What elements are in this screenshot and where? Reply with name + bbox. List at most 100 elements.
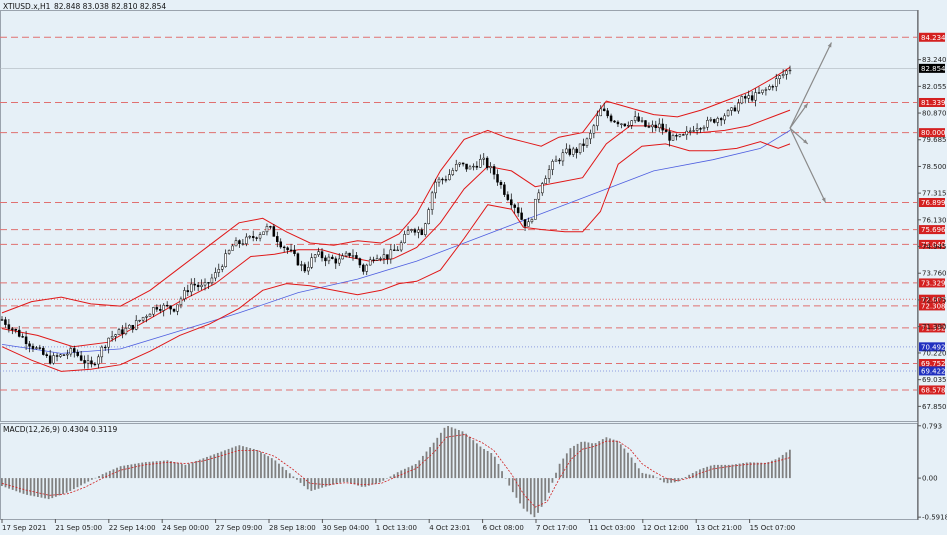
macd-histogram-bar [436, 437, 439, 479]
macd-histogram-bar [573, 445, 575, 479]
candle [245, 233, 248, 247]
candle [465, 163, 468, 172]
candle-body [461, 162, 465, 165]
candle [344, 250, 348, 258]
candle-body [0, 319, 4, 321]
candle [382, 248, 386, 265]
candle [589, 129, 592, 144]
candle-body [231, 245, 234, 251]
macd-histogram-bar [36, 478, 39, 497]
candle-body [110, 336, 114, 339]
macd-histogram-bar [504, 478, 507, 479]
macd-histogram-bar [188, 463, 190, 479]
candle-body [716, 118, 719, 123]
projection-mid-up-arrow-head [803, 103, 808, 109]
candle [7, 319, 11, 333]
level-label-text: 80.000 [921, 129, 946, 137]
candle-body [468, 166, 472, 170]
candle [337, 253, 341, 266]
macd-histogram-bar [216, 452, 219, 479]
candle-body [578, 143, 582, 153]
candle-body [214, 272, 217, 279]
macd-histogram-bar [296, 478, 298, 480]
candle-body [344, 252, 348, 257]
candle [764, 87, 768, 96]
macd-histogram-bar [364, 478, 367, 487]
macd-histogram-bar [119, 466, 122, 479]
candle [768, 84, 771, 91]
candle [781, 69, 785, 79]
candle [785, 69, 788, 80]
candle [585, 137, 589, 148]
candle-body [262, 231, 265, 235]
macd-histogram-bar [321, 478, 324, 488]
y-tick-label: 73.760 [922, 270, 947, 278]
candle [320, 248, 324, 262]
candle-body [393, 249, 396, 251]
candle-body [159, 309, 162, 311]
candle [420, 227, 424, 236]
candle [609, 113, 613, 123]
macd-histogram-bar [40, 478, 43, 498]
candle [654, 120, 658, 132]
candle-body [554, 159, 558, 162]
macd-histogram-bar [551, 478, 554, 483]
macd-histogram-bar [652, 475, 655, 479]
candle-body [417, 229, 420, 233]
level-label-9: 71.332 [919, 323, 946, 333]
macd-histogram-bar [252, 448, 255, 479]
candle-body [114, 334, 117, 337]
ohlc-quote: 82.848 83.038 82.810 82.854 [54, 2, 166, 11]
candle [740, 95, 744, 105]
candle-body [764, 89, 768, 91]
macd-histogram-bar [83, 478, 86, 484]
candle [42, 346, 45, 356]
candle [172, 308, 176, 313]
macd-histogram-bar [22, 478, 25, 494]
level-label-8: 72.308 [919, 301, 946, 311]
macd-histogram-bar [742, 463, 745, 479]
macd-histogram-bar [209, 455, 212, 479]
candle [224, 249, 227, 268]
candle [48, 349, 52, 365]
candle [251, 230, 255, 242]
macd-histogram-bar [260, 452, 262, 479]
candle [117, 327, 121, 335]
candle [444, 175, 448, 183]
candle-body [410, 229, 413, 231]
candle [448, 169, 451, 181]
candle-body [83, 360, 86, 364]
macd-histogram-bar [519, 478, 521, 504]
candle [613, 119, 616, 123]
candle-body [152, 307, 155, 315]
candle-body [788, 69, 792, 72]
candle [523, 219, 527, 231]
candle [413, 227, 417, 236]
macd-histogram-bar [637, 468, 640, 479]
candle-body [220, 266, 224, 270]
level-label-text: 72.607 [921, 296, 946, 304]
candle-body [176, 304, 179, 312]
candle [317, 247, 320, 257]
level-label-bg [919, 342, 945, 352]
level-label-bg [919, 239, 945, 249]
candle-body [719, 118, 723, 121]
candle-body [537, 192, 541, 200]
candle [165, 301, 169, 308]
macd-histogram-bar [213, 454, 216, 479]
macd-histogram-bar [152, 461, 154, 479]
candle-body [602, 108, 606, 111]
level-label-text: 75.696 [921, 226, 946, 234]
candle [121, 325, 124, 339]
candle [540, 181, 544, 196]
macd-histogram-bar [8, 478, 10, 489]
candlesticks [0, 65, 792, 369]
candle-body [241, 243, 245, 245]
macd-histogram-bar [418, 460, 421, 479]
macd-histogram-bar [170, 461, 172, 479]
candle [616, 120, 620, 127]
macd-histogram-bar [368, 478, 370, 486]
candle [14, 328, 18, 334]
macd-histogram-bar [465, 433, 467, 479]
